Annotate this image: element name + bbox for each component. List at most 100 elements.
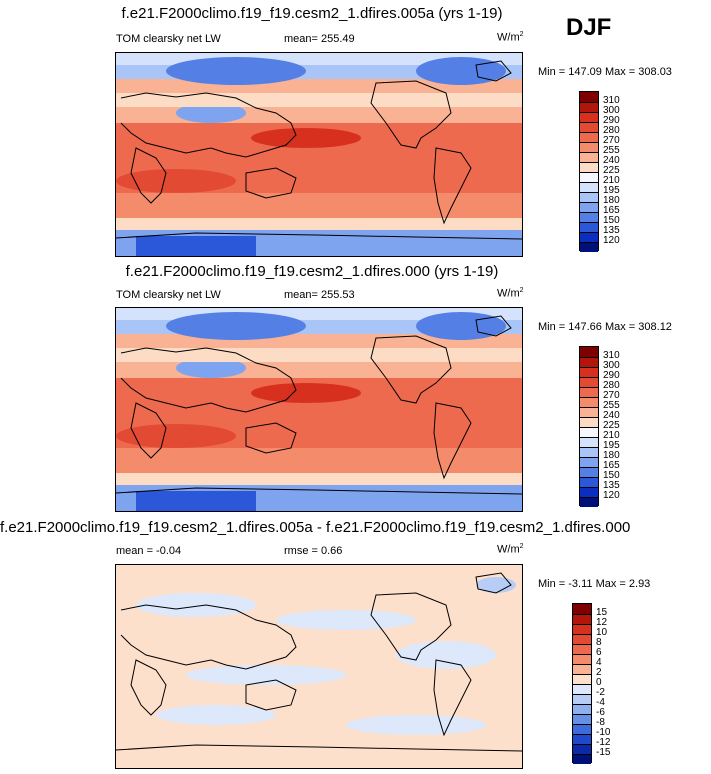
panel2-band-southern — [116, 473, 522, 485]
colorbar-box — [580, 102, 598, 112]
colorbar-tick-label: 255 — [603, 145, 620, 156]
colorbar-box — [580, 437, 598, 447]
colorbar-box — [580, 222, 598, 232]
colorbar-box — [580, 497, 598, 507]
panel2-warm-pacific — [251, 383, 361, 403]
colorbar-box — [580, 457, 598, 467]
colorbar-box — [580, 467, 598, 477]
colorbar-tick-label: 120 — [603, 235, 620, 246]
colorbar-tick-label: 210 — [603, 175, 620, 186]
colorbar-box — [580, 347, 598, 357]
panel1-cold-tibet — [176, 103, 246, 123]
season-label: DJF — [566, 14, 612, 41]
colorbar-tick-label: 10 — [596, 627, 608, 638]
panel1-colorbar — [579, 91, 599, 252]
panel1-coastlines — [116, 60, 522, 240]
colorbar-tick-label: 290 — [603, 115, 620, 126]
colorbar-box — [573, 704, 591, 714]
panel3-map — [115, 564, 523, 769]
colorbar-tick-label: 12 — [596, 617, 608, 628]
panel1-map — [115, 52, 523, 257]
panel2-cold-canada — [416, 312, 506, 340]
panel3-neg-indian — [156, 705, 276, 725]
colorbar-tick-label: 2 — [596, 667, 602, 678]
colorbar-box — [573, 694, 591, 704]
panel3-neg-america — [396, 641, 496, 669]
colorbar-box — [580, 162, 598, 172]
panel3-neg-south — [346, 715, 486, 735]
panel3-colorbar — [572, 603, 592, 764]
colorbar-box — [573, 714, 591, 724]
panel2-coastlines — [116, 315, 522, 495]
colorbar-tick-label: 195 — [603, 185, 620, 196]
colorbar-box — [573, 604, 591, 614]
panel3-coastlines — [116, 572, 522, 752]
colorbar-box — [580, 122, 598, 132]
colorbar-box — [580, 152, 598, 162]
panel2-field — [116, 308, 522, 511]
colorbar-box — [580, 212, 598, 222]
colorbar-tick-label: 300 — [603, 360, 620, 371]
colorbar-box — [573, 674, 591, 684]
panel3-units: W/m2 — [497, 543, 524, 556]
panel2-mean: mean= 255.53 — [284, 289, 355, 301]
panel2-minmax: Min = 147.66 Max = 308.12 — [538, 321, 672, 333]
colorbar-tick-label: 290 — [603, 370, 620, 381]
panel2-cold-antarctica — [136, 491, 256, 511]
panel1-title: f.e21.F2000climo.f19_f19.cesm2_1.dfires.… — [121, 5, 503, 22]
colorbar-tick-label: 135 — [603, 225, 620, 236]
colorbar-tick-label: 210 — [603, 430, 620, 441]
colorbar-tick-label: 15 — [596, 607, 608, 618]
colorbar-box — [573, 744, 591, 754]
colorbar-box — [573, 664, 591, 674]
colorbar-tick-label: 8 — [596, 637, 602, 648]
panel3-neg-asia — [136, 593, 256, 617]
colorbar-box — [580, 132, 598, 142]
colorbar-box — [573, 614, 591, 624]
colorbar-box — [573, 644, 591, 654]
colorbar-box — [573, 724, 591, 734]
colorbar-tick-label: 310 — [603, 95, 620, 106]
colorbar-box — [580, 172, 598, 182]
panel1-band-midlat — [116, 93, 522, 107]
panel2-title: f.e21.F2000climo.f19_f19.cesm2_1.dfires.… — [125, 263, 499, 280]
panel1-minmax: Min = 147.09 Max = 308.03 — [538, 66, 672, 78]
colorbar-tick-label: -10 — [596, 727, 611, 738]
colorbar-tick-label: 270 — [603, 390, 620, 401]
panel2-variable: TOM clearsky net LW — [116, 289, 221, 301]
panel2-cold-tibet — [176, 358, 246, 378]
colorbar-box — [573, 734, 591, 744]
colorbar-tick-label: 150 — [603, 470, 620, 481]
colorbar-tick-label: 300 — [603, 105, 620, 116]
panel3-rmse: rmse = 0.66 — [284, 545, 343, 557]
colorbar-box — [580, 487, 598, 497]
panel2-band-south — [116, 448, 522, 473]
colorbar-tick-label: -2 — [596, 687, 605, 698]
colorbar-tick-label: 135 — [603, 480, 620, 491]
panel1-field — [116, 53, 522, 256]
panel2-colorbar — [579, 346, 599, 507]
panel1-warm-pacific — [251, 128, 361, 148]
panel3-neg-arctic — [476, 577, 516, 593]
colorbar-box — [580, 477, 598, 487]
colorbar-tick-label: 255 — [603, 400, 620, 411]
colorbar-tick-label: 280 — [603, 380, 620, 391]
colorbar-tick-label: 225 — [603, 420, 620, 431]
panel3-title: f.e21.F2000climo.f19_f19.cesm2_1.dfires.… — [0, 519, 631, 536]
colorbar-box — [573, 684, 591, 694]
colorbar-box — [580, 367, 598, 377]
panel2-units: W/m2 — [497, 287, 524, 300]
colorbar-tick-label: 270 — [603, 135, 620, 146]
colorbar-tick-label: 180 — [603, 450, 620, 461]
colorbar-box — [580, 397, 598, 407]
panel1-band-south — [116, 193, 522, 218]
panel2-warm-indian — [116, 424, 236, 448]
panel1-cold-canada — [416, 57, 506, 85]
colorbar-tick-label: -6 — [596, 707, 605, 718]
colorbar-tick-label: 240 — [603, 410, 620, 421]
colorbar-box — [573, 754, 591, 764]
colorbar-tick-label: 150 — [603, 215, 620, 226]
colorbar-box — [573, 634, 591, 644]
colorbar-box — [580, 427, 598, 437]
panel3-mean: mean = -0.04 — [116, 545, 182, 557]
